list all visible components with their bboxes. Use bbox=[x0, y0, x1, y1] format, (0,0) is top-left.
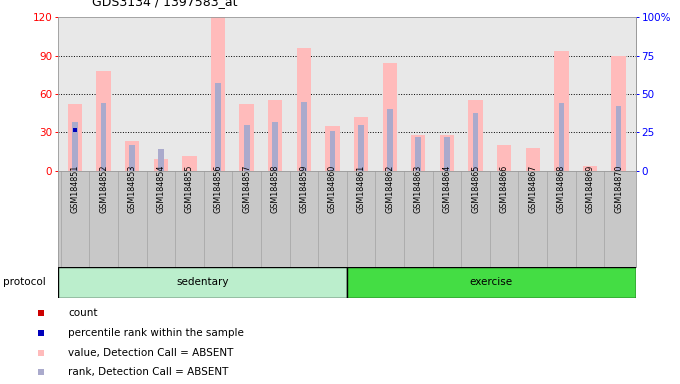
Bar bbox=[268, 101, 282, 171]
Bar bbox=[440, 135, 454, 171]
Bar bbox=[473, 113, 479, 171]
Bar bbox=[239, 104, 254, 171]
Bar bbox=[616, 106, 622, 171]
Bar bbox=[158, 149, 164, 171]
Bar bbox=[347, 267, 636, 298]
Text: count: count bbox=[68, 308, 97, 318]
Bar bbox=[182, 156, 197, 171]
Bar bbox=[526, 148, 540, 171]
Bar bbox=[125, 141, 139, 171]
Bar bbox=[101, 103, 107, 171]
Bar bbox=[97, 71, 111, 171]
Bar bbox=[244, 125, 250, 171]
Bar bbox=[444, 137, 449, 171]
Text: exercise: exercise bbox=[470, 277, 513, 287]
Text: rank, Detection Call = ABSENT: rank, Detection Call = ABSENT bbox=[68, 367, 228, 377]
Text: protocol: protocol bbox=[3, 277, 46, 287]
Bar bbox=[415, 137, 421, 171]
Bar bbox=[387, 109, 392, 171]
Bar bbox=[469, 101, 483, 171]
Bar bbox=[72, 122, 78, 171]
Bar bbox=[325, 126, 339, 171]
Bar bbox=[154, 159, 168, 171]
Bar bbox=[354, 117, 369, 171]
Text: GDS3134 / 1397583_at: GDS3134 / 1397583_at bbox=[92, 0, 237, 8]
Bar bbox=[211, 17, 225, 171]
Bar bbox=[554, 51, 568, 171]
Bar bbox=[497, 145, 511, 171]
Bar bbox=[296, 48, 311, 171]
Bar bbox=[58, 267, 347, 298]
Bar bbox=[215, 83, 221, 171]
Bar bbox=[558, 103, 564, 171]
Bar bbox=[611, 56, 626, 171]
Text: sedentary: sedentary bbox=[176, 277, 228, 287]
Bar bbox=[383, 63, 397, 171]
Text: percentile rank within the sample: percentile rank within the sample bbox=[68, 328, 244, 338]
Bar bbox=[358, 125, 364, 171]
Bar bbox=[273, 122, 278, 171]
Bar bbox=[411, 135, 426, 171]
Bar bbox=[129, 145, 135, 171]
Bar bbox=[330, 131, 335, 171]
Text: value, Detection Call = ABSENT: value, Detection Call = ABSENT bbox=[68, 348, 233, 358]
Bar bbox=[583, 166, 597, 171]
Bar bbox=[301, 102, 307, 171]
Bar bbox=[68, 104, 82, 171]
